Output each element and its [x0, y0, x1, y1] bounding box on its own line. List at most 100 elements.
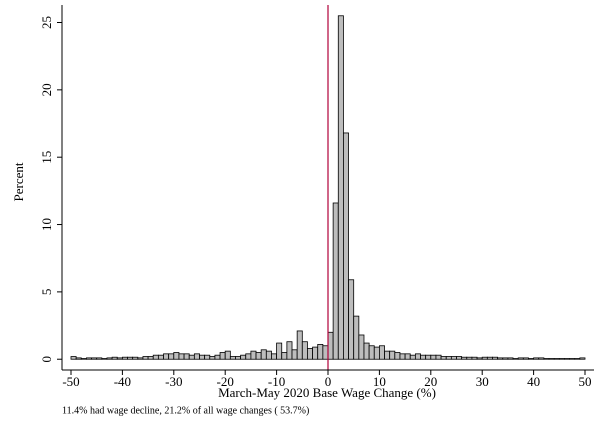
x-tick-label: -40 [114, 374, 131, 389]
bar [507, 357, 514, 360]
x-tick-label: -10 [268, 374, 285, 389]
bar [543, 358, 550, 360]
y-tick-label: 20 [39, 83, 54, 96]
bar [111, 356, 118, 360]
footnote: 11.4% had wage decline, 21.2% of all wag… [62, 405, 309, 416]
bar [235, 356, 242, 360]
bar [332, 202, 339, 360]
bar [307, 348, 313, 360]
y-tick-label: 15 [39, 151, 54, 164]
bar [127, 356, 134, 360]
bar [163, 353, 170, 360]
bar [553, 358, 560, 360]
bar [486, 356, 493, 360]
bar [533, 357, 540, 360]
x-tick-label: -20 [217, 374, 234, 389]
bar [75, 357, 82, 360]
bar [522, 357, 529, 360]
bar [70, 356, 77, 360]
bar [193, 353, 200, 360]
bar [409, 354, 416, 360]
bar [183, 353, 190, 360]
bar [157, 354, 164, 360]
bar [368, 345, 375, 360]
bar [250, 350, 257, 360]
bar [430, 354, 437, 360]
bar [178, 353, 185, 360]
bar [276, 342, 283, 360]
bar [450, 356, 457, 360]
x-tick-label: -30 [165, 374, 182, 389]
y-axis-label: Percent [11, 162, 26, 201]
bar [512, 358, 519, 360]
bar [224, 350, 231, 360]
bar [558, 358, 565, 360]
bar [492, 356, 499, 360]
x-tick-label: 20 [424, 374, 437, 389]
bar [296, 330, 303, 360]
bar [260, 349, 267, 360]
x-tick-label: 40 [527, 374, 540, 389]
bar [188, 354, 195, 360]
bar [80, 358, 87, 360]
bar [373, 346, 380, 360]
bar [481, 356, 488, 360]
bar [173, 352, 180, 360]
bar [461, 356, 468, 360]
bar [214, 354, 221, 360]
bar [517, 357, 524, 360]
bar [265, 350, 272, 360]
bar [168, 353, 175, 360]
bar [337, 15, 344, 360]
bar [440, 356, 447, 360]
bar [301, 341, 308, 360]
x-tick-label: 0 [325, 374, 332, 389]
bar [399, 353, 406, 360]
bar [317, 344, 324, 360]
bar [579, 357, 586, 360]
x-axis-label: March-May 2020 Base Wage Change (%) [218, 385, 436, 400]
bar [358, 334, 365, 360]
bar [312, 346, 319, 360]
x-tick-label: 10 [373, 374, 386, 389]
bar [384, 350, 391, 360]
bar [281, 352, 288, 360]
bar [353, 315, 360, 360]
bar [291, 349, 298, 360]
bar [219, 352, 226, 360]
bar [199, 354, 206, 360]
bar [497, 357, 504, 360]
bar [564, 358, 570, 360]
bar [229, 356, 236, 360]
bar [425, 354, 432, 360]
bar [245, 353, 252, 360]
bar [569, 358, 576, 360]
bar [445, 356, 452, 360]
bar [137, 357, 144, 360]
bar [548, 358, 555, 360]
bar [91, 357, 98, 360]
bar [420, 354, 427, 360]
bar [121, 356, 128, 360]
y-tick-label: 10 [39, 218, 54, 231]
bar [204, 354, 211, 360]
y-tick-label: 0 [39, 356, 54, 363]
bar [574, 358, 581, 360]
bar [528, 358, 535, 360]
x-tick-label: 50 [579, 374, 592, 389]
bar [363, 342, 370, 360]
bar [271, 353, 277, 360]
bar [394, 352, 401, 360]
x-tick-label: -50 [62, 374, 79, 389]
y-tick-label: 25 [39, 16, 54, 29]
y-tick-label: 5 [39, 289, 54, 296]
bar [466, 356, 473, 360]
bar [414, 353, 421, 360]
bar [389, 350, 396, 360]
bar [96, 357, 103, 360]
bar [209, 356, 216, 360]
bar [240, 354, 247, 360]
bar [106, 357, 113, 360]
bar [404, 353, 411, 360]
